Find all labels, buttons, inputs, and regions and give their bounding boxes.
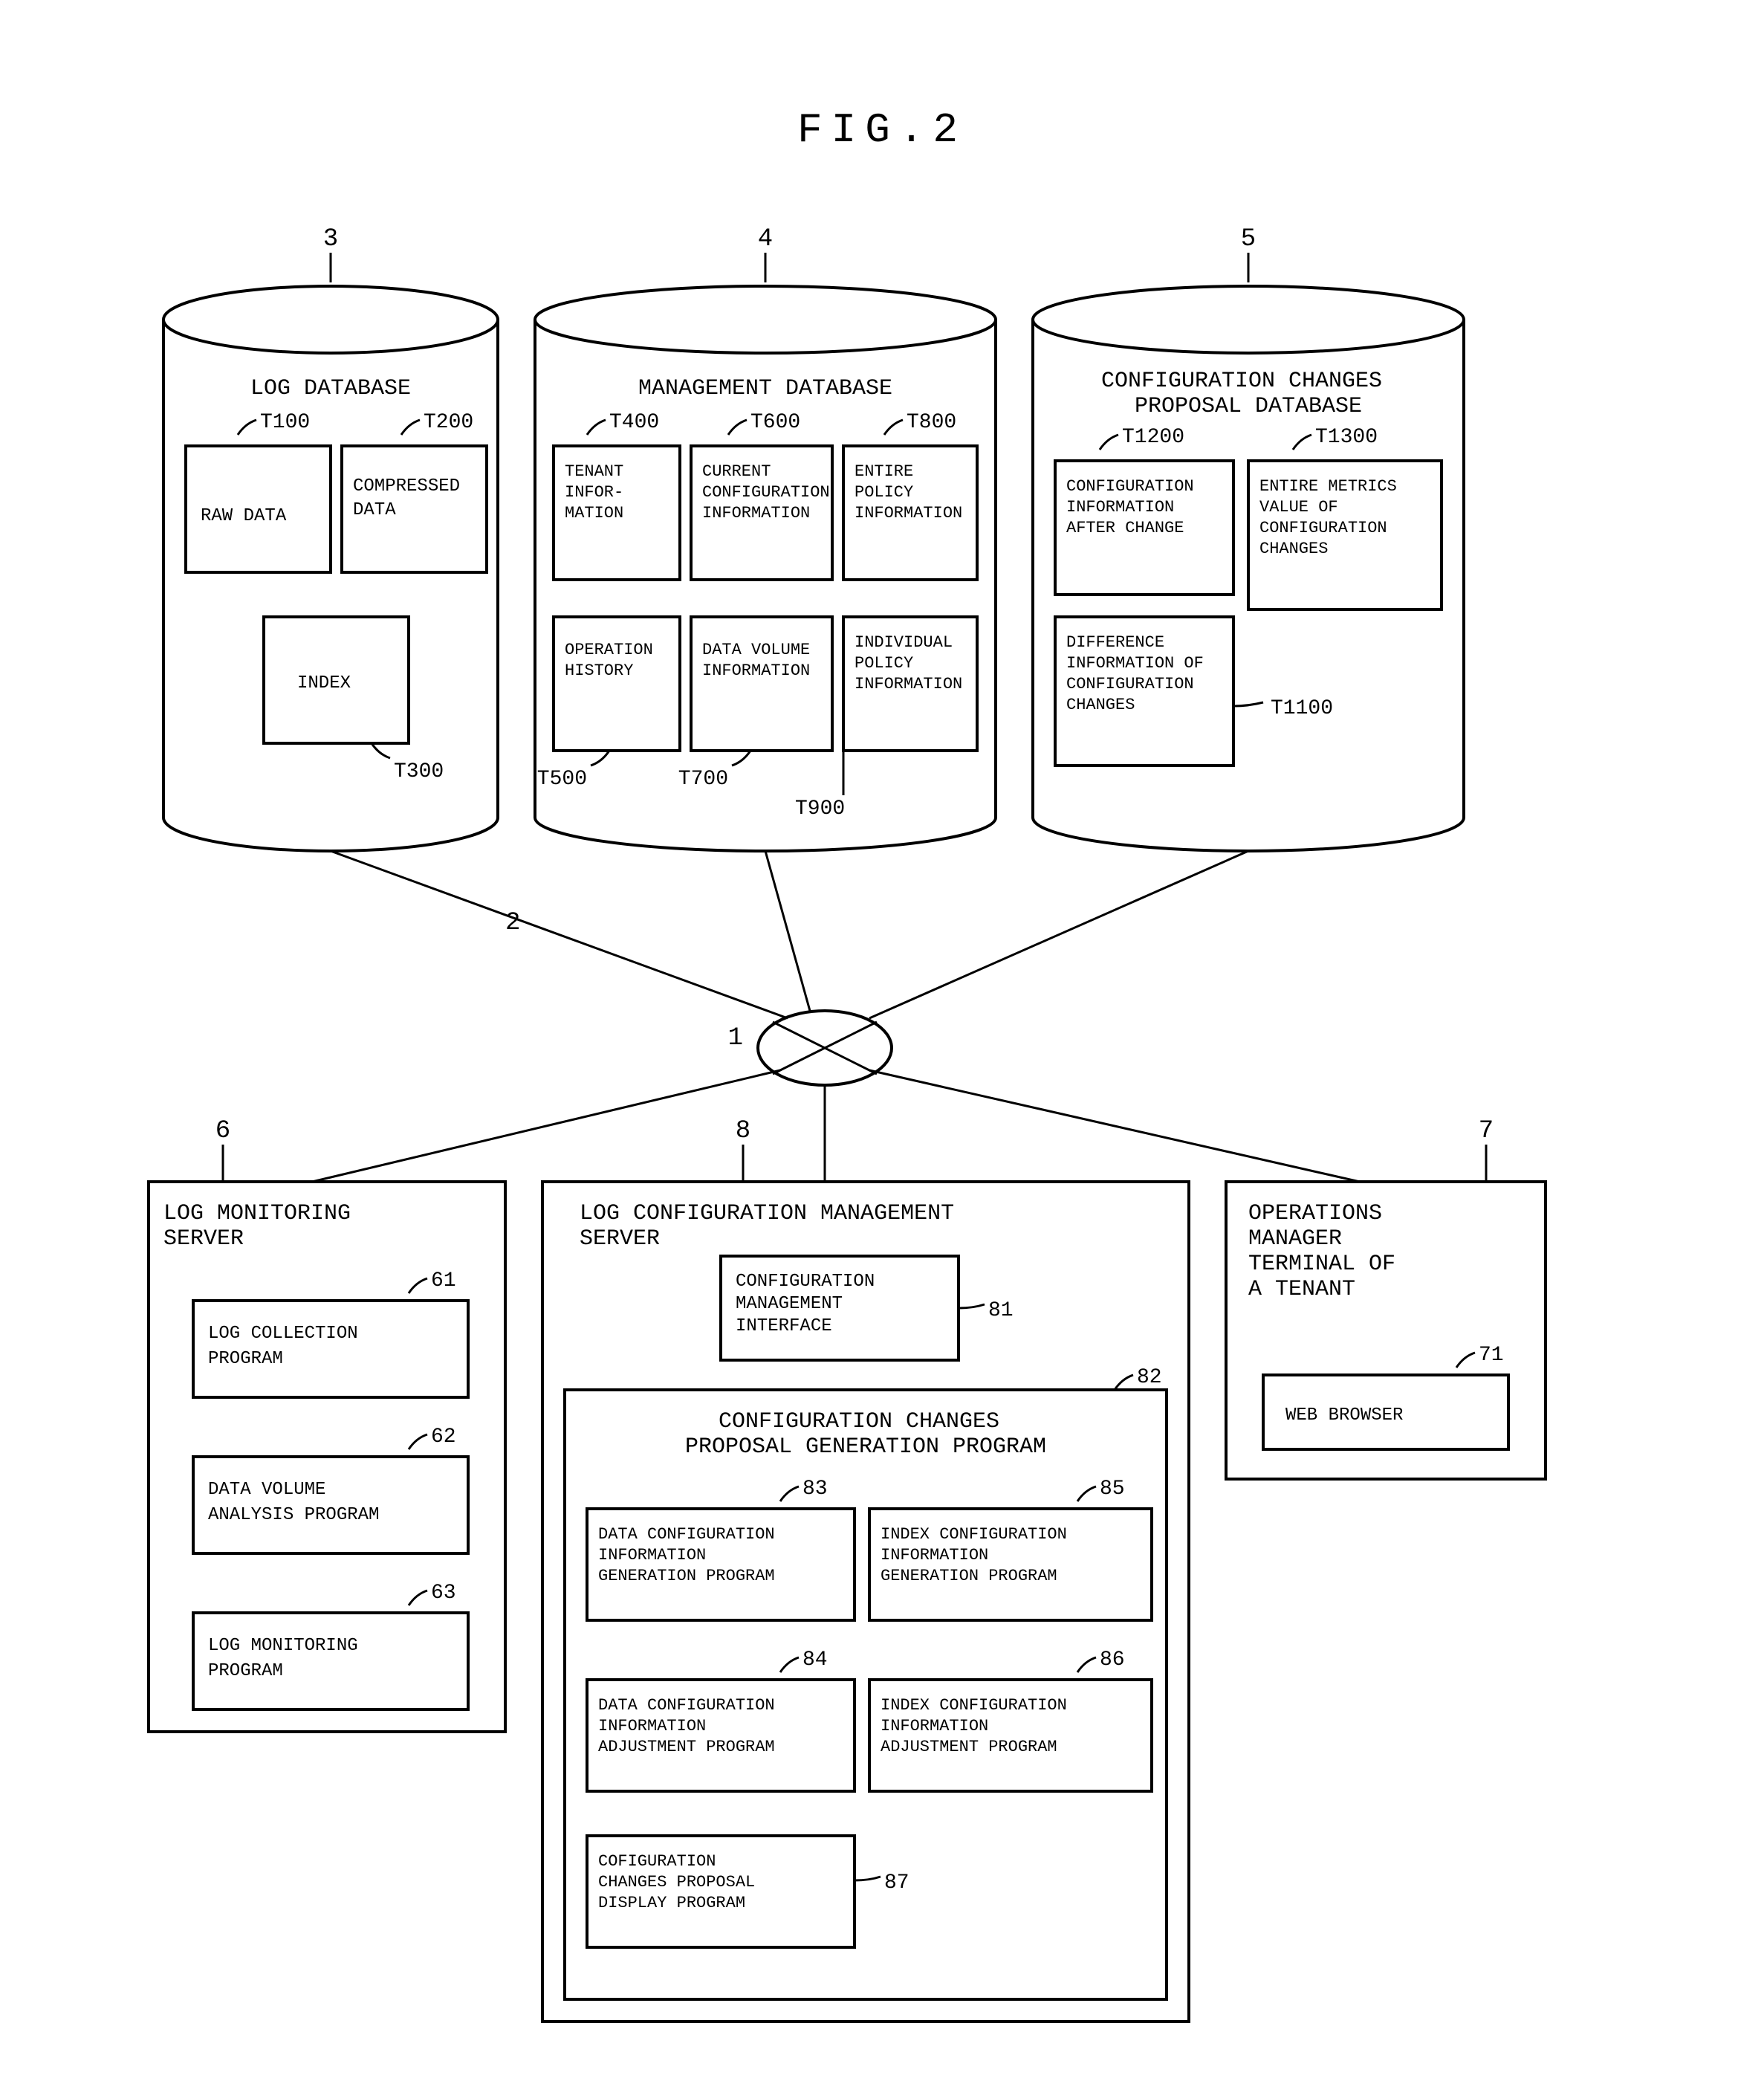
- ref-86: 86: [1100, 1648, 1125, 1672]
- prog-dadj: DATA CONFIGURATION INFORMATION ADJUSTMEN…: [598, 1696, 785, 1756]
- server-opsterm: OPERATIONS MANAGER TERMINAL OF A TENANT …: [1226, 1117, 1546, 1479]
- db-log-raw: RAW DATA: [201, 506, 287, 526]
- ref-63: 63: [431, 1582, 456, 1605]
- db-mgmt: MANAGEMENT DATABASE T400 T600 T800 TENAN…: [535, 225, 996, 851]
- prog-iadj: INDEX CONFIGURATION INFORMATION ADJUSTME…: [881, 1696, 1077, 1756]
- db-log-title: LOG DATABASE: [250, 376, 411, 401]
- db-prop: CONFIGURATION CHANGES PROPOSAL DATABASE …: [1033, 225, 1464, 851]
- server-logmon: LOG MONITORING SERVER 6 61 LOG COLLECTIO…: [149, 1117, 505, 1732]
- ref-t200: T200: [424, 411, 473, 434]
- ref-t500: T500: [537, 768, 587, 791]
- db-mgmt-tenant: TENANT INFOR- MATION: [565, 462, 633, 522]
- server-opsterm-title: OPERATIONS MANAGER TERMINAL OF A TENANT: [1248, 1201, 1409, 1302]
- prog-igen: INDEX CONFIGURATION INFORMATION GENERATI…: [881, 1525, 1077, 1585]
- prog-disp: COFIGURATION CHANGES PROPOSAL DISPLAY PR…: [598, 1852, 765, 1912]
- server-logmon-mon: LOG MONITORING PROGRAM: [208, 1636, 369, 1681]
- server-logmon-dvol: DATA VOLUME ANALYSIS PROGRAM: [208, 1480, 379, 1525]
- figure-canvas: FIG.2 LOG DATABASE T100 T200 RAW DATA CO…: [0, 0, 1764, 2087]
- ref-t300: T300: [394, 760, 444, 783]
- ref-7: 7: [1479, 1117, 1494, 1145]
- ref-2: 2: [505, 909, 520, 937]
- ref-82: 82: [1137, 1366, 1162, 1389]
- ref-4: 4: [758, 225, 773, 253]
- db-prop-title: CONFIGURATION CHANGES PROPOSAL DATABASE: [1101, 369, 1395, 419]
- server-opsterm-browser: WEB BROWSER: [1285, 1405, 1403, 1426]
- server-cfgmgmt-title: LOG CONFIGURATION MANAGEMENT SERVER: [580, 1201, 967, 1252]
- ref-t900: T900: [795, 797, 845, 821]
- ref-61: 61: [431, 1269, 456, 1292]
- ref-t1200: T1200: [1122, 426, 1184, 449]
- db-log: LOG DATABASE T100 T200 RAW DATA COMPRESS…: [163, 225, 498, 851]
- ref-1: 1: [728, 1024, 743, 1052]
- ref-t600: T600: [750, 411, 800, 434]
- ref-85: 85: [1100, 1478, 1125, 1501]
- ref-t800: T800: [907, 411, 956, 434]
- db-log-index: INDEX: [297, 673, 351, 693]
- ref-t1100: T1100: [1271, 697, 1333, 720]
- server-logmon-collect: LOG COLLECTION PROGRAM: [208, 1324, 369, 1369]
- ref-84: 84: [802, 1648, 828, 1672]
- ref-8: 8: [736, 1117, 750, 1145]
- ref-71: 71: [1479, 1344, 1504, 1367]
- figure-title: FIG.2: [797, 106, 967, 154]
- ref-t700: T700: [678, 768, 728, 791]
- ref-87: 87: [884, 1871, 909, 1895]
- ref-6: 6: [215, 1117, 230, 1145]
- ref-83: 83: [802, 1478, 828, 1501]
- prog-dgen: DATA CONFIGURATION INFORMATION GENERATIO…: [598, 1525, 785, 1585]
- ref-3: 3: [323, 225, 338, 253]
- ref-81: 81: [988, 1299, 1014, 1322]
- db-prop-cfgafter: CONFIGURATION INFORMATION AFTER CHANGE: [1066, 477, 1204, 537]
- ref-62: 62: [431, 1426, 456, 1449]
- server-cfgmgmt-proggroup-title: CONFIGURATION CHANGES PROPOSAL GENERATIO…: [685, 1409, 1046, 1460]
- ref-5: 5: [1241, 225, 1256, 253]
- db-mgmt-title: MANAGEMENT DATABASE: [638, 376, 892, 401]
- server-logmon-title: LOG MONITORING SERVER: [163, 1201, 364, 1252]
- server-cfgmgmt-iface: CONFIGURATION MANAGEMENT INTERFACE: [736, 1272, 886, 1336]
- ref-t1300: T1300: [1315, 426, 1378, 449]
- server-cfgmgmt: LOG CONFIGURATION MANAGEMENT SERVER 8 CO…: [542, 1117, 1189, 2022]
- network-hub: 1: [728, 1011, 892, 1085]
- ref-t400: T400: [609, 411, 659, 434]
- ref-t100: T100: [260, 411, 310, 434]
